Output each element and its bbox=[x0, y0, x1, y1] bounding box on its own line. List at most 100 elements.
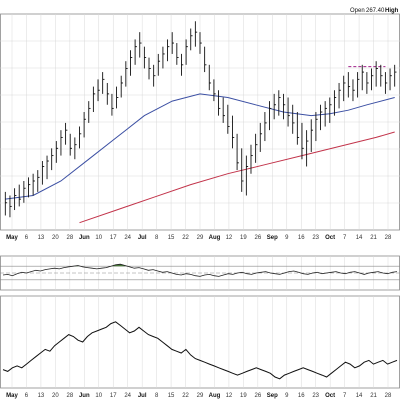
price-bar bbox=[310, 119, 314, 152]
price-bar bbox=[329, 97, 332, 123]
price-axis-tick-label: 8 bbox=[155, 235, 159, 241]
price-bar bbox=[55, 141, 59, 163]
price-bar bbox=[23, 180, 26, 203]
price-bar bbox=[241, 148, 244, 192]
price-bar bbox=[213, 79, 216, 102]
price-bar bbox=[171, 32, 174, 54]
price-bar bbox=[194, 21, 198, 47]
open-label: Open bbox=[350, 8, 365, 14]
relative-strength-line bbox=[2, 321, 398, 380]
price-bar bbox=[134, 39, 137, 65]
price-bar bbox=[347, 72, 351, 98]
price-bar bbox=[278, 90, 281, 116]
price-bar bbox=[106, 82, 110, 105]
price-bar bbox=[301, 122, 304, 160]
price-bar bbox=[9, 195, 12, 218]
price-bar bbox=[343, 75, 346, 102]
price-bar bbox=[218, 90, 221, 116]
price-axis-tick-label: Aug bbox=[209, 235, 221, 241]
price-bar bbox=[204, 46, 207, 73]
bottom-axis-tick-label: 20 bbox=[52, 393, 59, 399]
bottom-axis-tick-label: 28 bbox=[67, 393, 74, 399]
price-bar bbox=[176, 43, 179, 65]
price-bar bbox=[190, 28, 193, 51]
price-axis-tick-label: 23 bbox=[312, 235, 319, 241]
bottom-axis-tick-label: 21 bbox=[370, 393, 377, 399]
price-bar bbox=[231, 115, 235, 149]
bottom-axis-tick-label: 10 bbox=[95, 393, 102, 399]
price-bar bbox=[32, 173, 35, 196]
price-axis-tick-label: 28 bbox=[385, 235, 392, 241]
bottom-axis-tick-label: Sep bbox=[267, 393, 278, 399]
price-axis-tick-label: 24 bbox=[124, 235, 131, 241]
price-bar bbox=[296, 112, 300, 145]
price-bar bbox=[143, 46, 147, 69]
price-bar bbox=[92, 86, 96, 113]
price-bar bbox=[361, 64, 365, 91]
bottom-axis-tick-label: 29 bbox=[197, 393, 204, 399]
price-axis-tick-label: 28 bbox=[67, 235, 74, 241]
price-bar bbox=[51, 148, 54, 171]
price-axis-tick-label: 12 bbox=[226, 235, 233, 241]
price-bar bbox=[245, 155, 249, 196]
price-bar bbox=[375, 61, 378, 87]
price-bar bbox=[352, 79, 355, 102]
price-bar bbox=[389, 68, 392, 91]
price-bar bbox=[306, 130, 309, 167]
price-bar bbox=[380, 64, 383, 87]
price-axis-tick-label: May bbox=[6, 235, 18, 241]
price-bar bbox=[46, 155, 49, 180]
price-bar bbox=[69, 133, 73, 156]
bottom-axis-tick-label: 9 bbox=[285, 393, 289, 399]
bottom-axis-tick-label: 8 bbox=[155, 393, 159, 399]
price-bar bbox=[14, 188, 17, 211]
price-bar bbox=[384, 72, 388, 94]
price-bar bbox=[148, 57, 151, 80]
price-bar bbox=[111, 93, 114, 116]
bottom-axis-tick-label: 22 bbox=[182, 393, 189, 399]
price-bar bbox=[102, 72, 105, 94]
price-bar bbox=[79, 126, 82, 149]
price-bar bbox=[162, 46, 165, 69]
price-bar bbox=[255, 133, 258, 163]
price-axis-tick-label: 15 bbox=[168, 235, 175, 241]
price-bar bbox=[139, 32, 142, 58]
price-axis-tick-label: 14 bbox=[356, 235, 363, 241]
relative-strength-panel: May 6 13 20 28 Jun 10 17 24 Jul 8 15 22 29 Aug 12 19 26 Se… bbox=[0, 295, 400, 399]
price-axis-tick-label: Oct bbox=[325, 235, 335, 241]
price-bar bbox=[83, 112, 86, 138]
price-bar bbox=[357, 72, 360, 98]
price-bar bbox=[185, 39, 188, 65]
price-bar bbox=[181, 53, 184, 76]
price-bar bbox=[287, 97, 290, 127]
bottom-axis-tick-label: 16 bbox=[298, 393, 305, 399]
ohlc-readout: Open 267.40 High bbox=[350, 8, 399, 14]
price-bar bbox=[116, 86, 119, 109]
price-axis-tick-label: 6 bbox=[25, 235, 29, 241]
price-bar bbox=[130, 50, 133, 76]
price-axis-tick-label: Sep bbox=[267, 235, 278, 241]
price-bar bbox=[324, 101, 327, 127]
bottom-axis-tick-label: 24 bbox=[124, 393, 131, 399]
price-axis-tick-label: 20 bbox=[52, 235, 59, 241]
bottom-axis-tick-label: Aug bbox=[209, 393, 221, 399]
price-bar bbox=[333, 90, 337, 116]
bottom-axis-tick-label: 17 bbox=[110, 393, 117, 399]
bottom-axis-tick-label: 19 bbox=[240, 393, 247, 399]
price-bar bbox=[199, 32, 202, 54]
price-bar bbox=[236, 133, 239, 171]
price-bar bbox=[65, 122, 68, 145]
price-bar bbox=[366, 72, 369, 94]
price-bar bbox=[338, 82, 341, 109]
price-bar bbox=[37, 170, 40, 192]
price-axis-tick-label: 17 bbox=[110, 235, 117, 241]
price-axis-tick-label: 19 bbox=[240, 235, 247, 241]
price-panel: May 6 13 20 28 Jun 10 17 24 Jul 8 15 22 29 Aug 12 19 26 Se… bbox=[0, 13, 400, 241]
bottom-axis-tick-label: 6 bbox=[25, 393, 29, 399]
price-bar bbox=[60, 130, 63, 156]
price-bar bbox=[4, 191, 8, 216]
price-bar bbox=[259, 122, 263, 152]
bottom-axis-tick-label: 23 bbox=[312, 393, 319, 399]
